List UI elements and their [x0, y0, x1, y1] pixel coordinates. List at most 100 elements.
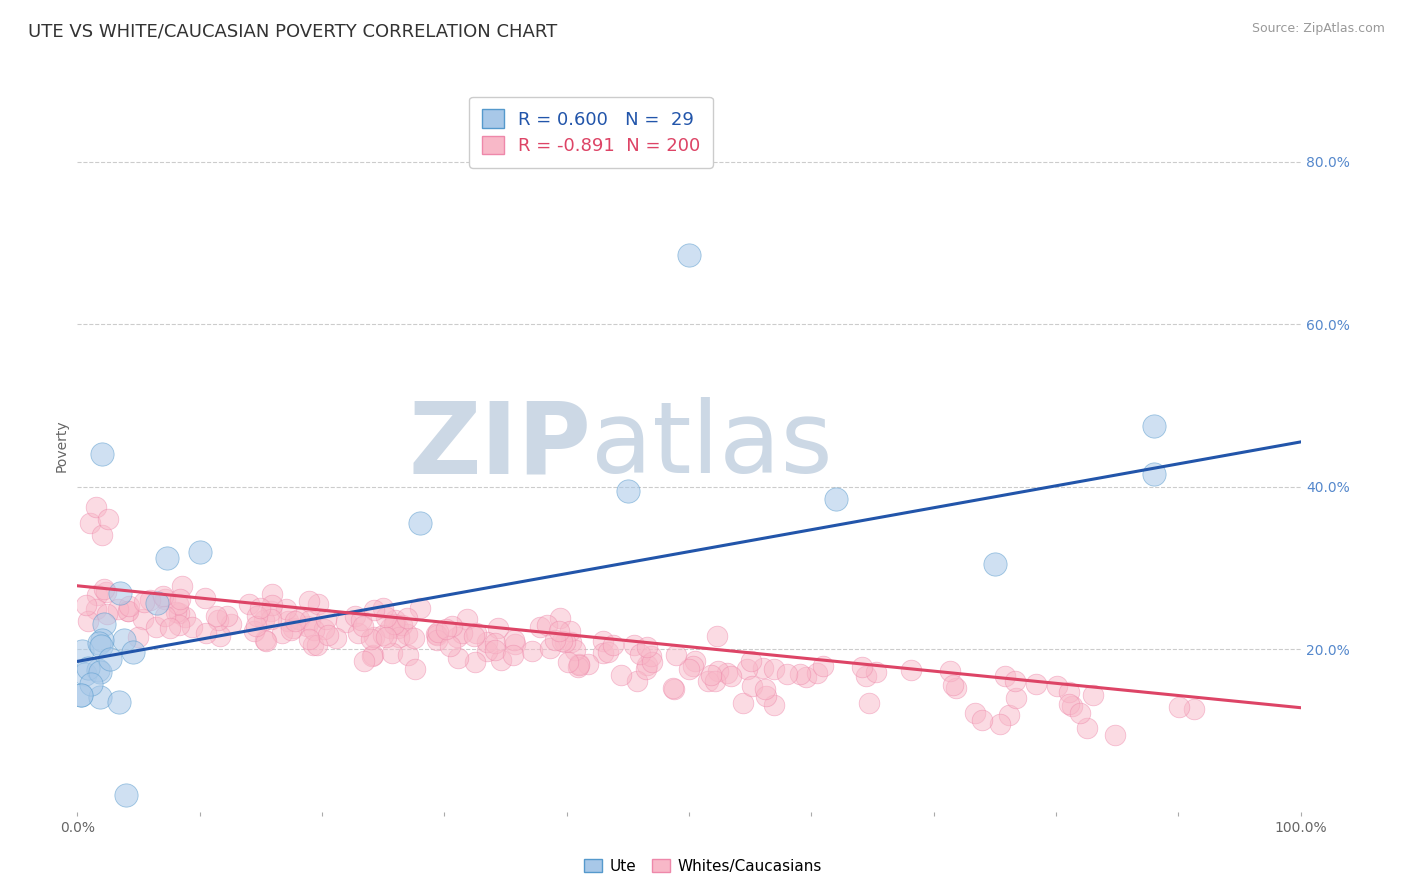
Point [716, 665, 738, 680]
Point [70, 644, 93, 658]
Point [396, 648, 419, 662]
Point [754, 682, 776, 697]
Point [963, 706, 986, 720]
Point [188, 544, 211, 558]
Point [271, 625, 294, 640]
Point [998, 707, 1021, 722]
Point [404, 662, 426, 676]
Point [1143, 467, 1166, 482]
Point [89, 636, 111, 650]
Point [636, 640, 658, 655]
Legend: R = 0.600   N =  29, R = -0.891  N = 200: R = 0.600 N = 29, R = -0.891 N = 200 [470, 96, 713, 168]
Point [1062, 699, 1084, 714]
Point [536, 617, 558, 632]
Point [350, 613, 373, 627]
Point [96, 607, 118, 621]
Point [117, 599, 139, 613]
Point [167, 597, 190, 611]
Point [1005, 690, 1028, 705]
Text: ZIP: ZIP [408, 398, 591, 494]
Point [617, 483, 640, 498]
Point [740, 654, 762, 668]
Point [557, 655, 579, 669]
Point [598, 645, 620, 659]
Point [682, 659, 704, 673]
Point [363, 603, 385, 617]
Point [409, 601, 432, 615]
Point [360, 632, 382, 646]
Point [640, 649, 662, 664]
Point [1168, 699, 1191, 714]
Point [70, 688, 93, 702]
Point [299, 613, 322, 627]
Point [155, 608, 177, 623]
Point [305, 639, 328, 653]
Point [90, 640, 112, 654]
Point [115, 789, 138, 803]
Point [97, 512, 120, 526]
Point [1004, 674, 1026, 689]
Point [945, 681, 967, 696]
Point [662, 681, 685, 695]
Point [806, 666, 828, 681]
Point [447, 651, 470, 665]
Point [626, 673, 648, 688]
Point [312, 622, 335, 636]
Point [387, 621, 409, 635]
Point [665, 648, 688, 662]
Point [994, 669, 1017, 683]
Point [169, 591, 191, 606]
Point [720, 669, 742, 683]
Point [628, 647, 651, 661]
Point [592, 633, 614, 648]
Point [298, 632, 321, 646]
Point [77, 614, 100, 628]
Point [567, 657, 589, 672]
Point [249, 600, 271, 615]
Point [117, 603, 139, 617]
Point [347, 625, 370, 640]
Point [90, 528, 112, 542]
Point [380, 646, 402, 660]
Text: atlas: atlas [591, 398, 832, 494]
Point [741, 679, 763, 693]
Point [762, 662, 785, 676]
Point [316, 628, 339, 642]
Point [592, 646, 614, 660]
Point [155, 551, 177, 566]
Point [122, 645, 145, 659]
Text: UTE VS WHITE/CAUCASIAN POVERTY CORRELATION CHART: UTE VS WHITE/CAUCASIAN POVERTY CORRELATI… [28, 22, 557, 40]
Point [378, 621, 401, 635]
Point [139, 593, 162, 607]
Point [502, 648, 524, 663]
Point [1057, 697, 1080, 711]
Point [127, 630, 149, 644]
Point [93, 582, 115, 596]
Point [1182, 702, 1205, 716]
Point [813, 659, 835, 673]
Point [484, 636, 506, 650]
Point [90, 447, 112, 461]
Point [384, 616, 406, 631]
Point [215, 609, 238, 624]
Point [260, 604, 283, 618]
Point [865, 665, 887, 679]
Point [262, 598, 284, 612]
Point [371, 601, 394, 615]
Point [568, 658, 591, 673]
Point [602, 638, 624, 652]
Point [441, 618, 464, 632]
Point [446, 631, 468, 645]
Point [108, 695, 131, 709]
Point [1025, 677, 1047, 691]
Point [86, 602, 108, 616]
Point [295, 619, 318, 633]
Point [456, 612, 478, 626]
Point [942, 678, 965, 692]
Point [463, 629, 485, 643]
Point [984, 557, 1007, 571]
Point [194, 591, 217, 605]
Point [735, 662, 758, 676]
Point [288, 612, 311, 626]
Point [1057, 685, 1080, 699]
